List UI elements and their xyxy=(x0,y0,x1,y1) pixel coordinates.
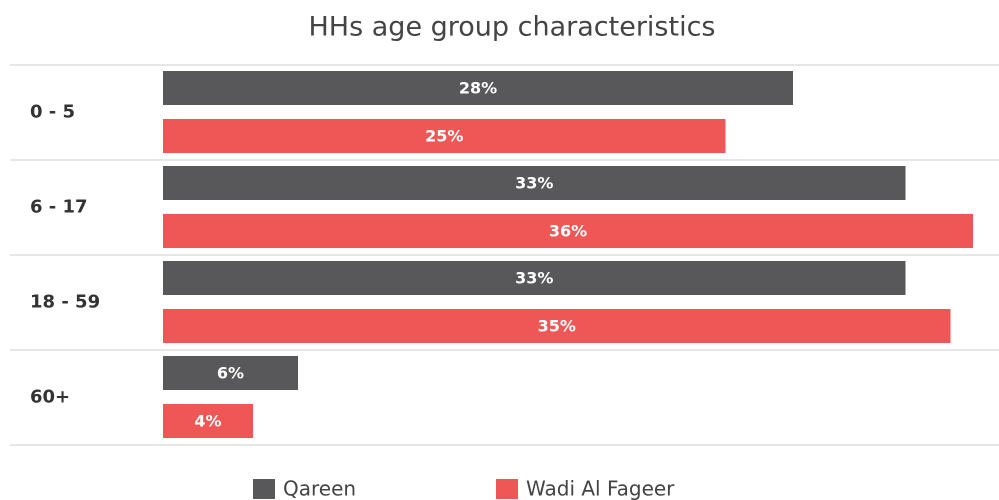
data-label: 28% xyxy=(459,79,497,98)
category-label: 6 - 17 xyxy=(30,197,88,218)
bar xyxy=(163,356,298,390)
legend-label: Wadi Al Fageer xyxy=(526,477,675,500)
data-label: 4% xyxy=(194,412,221,431)
bar xyxy=(163,166,906,200)
legend-swatch xyxy=(496,479,518,499)
data-label: 33% xyxy=(515,269,553,288)
legend-label: Qareen xyxy=(283,477,356,500)
bar xyxy=(163,214,973,248)
category-label: 60+ xyxy=(30,387,70,408)
category-label: 0 - 5 xyxy=(30,102,75,123)
bar xyxy=(163,119,726,153)
bar xyxy=(163,309,951,343)
data-label: 6% xyxy=(217,364,244,383)
legend-swatch xyxy=(253,479,275,499)
bar xyxy=(163,261,906,295)
bar xyxy=(163,71,793,105)
chart-title: HHs age group characteristics xyxy=(309,12,716,43)
data-label: 35% xyxy=(538,317,576,336)
data-label: 33% xyxy=(515,174,553,193)
category-label: 18 - 59 xyxy=(30,292,100,313)
data-label: 36% xyxy=(549,222,587,241)
data-label: 25% xyxy=(425,127,463,146)
bar xyxy=(163,404,253,438)
